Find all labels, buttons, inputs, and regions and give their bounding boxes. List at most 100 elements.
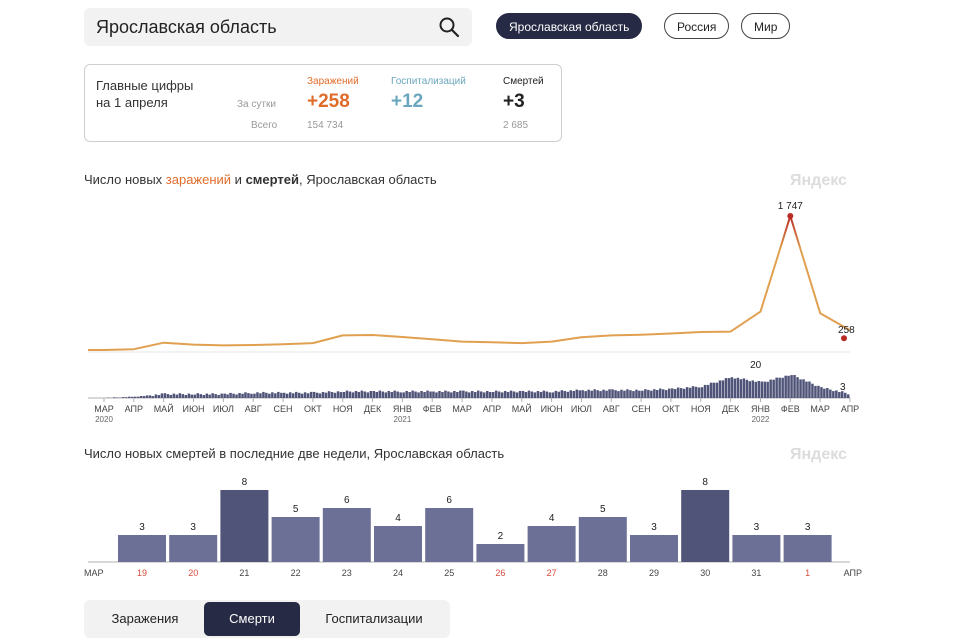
deaths-day-bar bbox=[271, 392, 274, 398]
deaths-day-bar bbox=[512, 391, 516, 398]
yandex-watermark-1: Яндекс bbox=[790, 172, 847, 189]
deaths-day-bar bbox=[250, 393, 253, 398]
deaths-day-bar bbox=[309, 391, 313, 398]
deaths-day-bar bbox=[378, 390, 381, 398]
deaths-day-bar bbox=[357, 392, 361, 398]
deaths-day-bar bbox=[480, 391, 483, 398]
deaths-day-bar bbox=[471, 391, 474, 398]
deaths-day-bar bbox=[656, 390, 659, 398]
deaths-bar-chart: 3193208215226234246252264275283298303313… bbox=[84, 477, 862, 578]
deaths-day-bar bbox=[444, 390, 447, 398]
chart1-title-pre: Число новых bbox=[84, 172, 166, 187]
month-tick-label: ОКТ bbox=[304, 404, 322, 414]
deaths-day-bar bbox=[578, 390, 581, 398]
infections-daily: +258 bbox=[307, 91, 350, 112]
deaths-day-bar bbox=[354, 391, 358, 398]
deaths-header: Смертей bbox=[503, 76, 544, 87]
deaths-day-bar bbox=[486, 391, 489, 398]
deaths-day-bar bbox=[754, 381, 757, 398]
tab-hospitalizations[interactable]: Госпитализации bbox=[325, 611, 423, 626]
month-tick-label: ИЮН bbox=[182, 404, 204, 414]
deaths-day-bar bbox=[781, 377, 784, 398]
deaths-day-bar bbox=[515, 392, 519, 398]
search-box[interactable]: Ярославская область bbox=[84, 8, 472, 46]
daily-row-label: За сутки bbox=[237, 99, 276, 110]
deaths-day-bar bbox=[369, 391, 373, 398]
region-chip-russia[interactable]: Россия bbox=[664, 13, 730, 39]
deaths-day-bar bbox=[742, 378, 746, 398]
death-bar-value: 6 bbox=[446, 495, 452, 506]
deaths-day-bar bbox=[187, 393, 191, 398]
deaths-day-bar bbox=[799, 379, 802, 398]
death-bar bbox=[169, 535, 218, 562]
deaths-day-bar bbox=[351, 392, 355, 398]
deaths-day-bar bbox=[638, 390, 641, 398]
tab-deaths[interactable]: Смерти bbox=[204, 602, 300, 636]
deaths-day-bar bbox=[700, 387, 704, 398]
deaths-day-bar bbox=[199, 394, 202, 398]
day-tick-label: 30 bbox=[700, 568, 710, 578]
search-icon[interactable] bbox=[438, 16, 460, 38]
deaths-day-bar bbox=[372, 391, 376, 398]
death-bar-value: 6 bbox=[344, 495, 350, 506]
deaths-day-bar bbox=[348, 391, 352, 398]
death-bar bbox=[732, 535, 781, 562]
deaths-day-bar bbox=[772, 379, 775, 398]
deaths-day-bar bbox=[405, 391, 408, 398]
deaths-day-bar bbox=[130, 396, 134, 398]
deaths-day-bar bbox=[193, 394, 196, 398]
deaths-day-bar bbox=[265, 392, 268, 398]
deaths-day-bar bbox=[408, 392, 411, 398]
deaths-day-bar bbox=[539, 392, 543, 398]
deaths-day-bar bbox=[172, 393, 176, 398]
deaths-day-bar bbox=[390, 392, 393, 398]
deaths-day-bar bbox=[679, 388, 683, 398]
deaths-day-bar bbox=[653, 389, 656, 398]
deaths-day-bar bbox=[420, 391, 423, 398]
deaths-day-bar bbox=[115, 397, 119, 398]
deaths-day-bar bbox=[154, 394, 158, 398]
death-bar bbox=[527, 526, 576, 562]
deaths-day-bar bbox=[462, 390, 465, 398]
region-chip-yaroslavl[interactable]: Ярославская область bbox=[496, 13, 643, 39]
deaths-day-bar bbox=[620, 389, 623, 398]
month-tick-label: АВГ bbox=[245, 404, 262, 414]
deaths-day-bar bbox=[766, 381, 769, 399]
deaths-day-bar bbox=[363, 391, 367, 398]
deaths-day-bar bbox=[745, 379, 749, 398]
month-tick-label: СЕН bbox=[274, 404, 293, 414]
death-bar bbox=[271, 517, 320, 562]
deaths-day-bar bbox=[644, 389, 647, 398]
deaths-day-bar bbox=[441, 392, 444, 398]
deaths-day-bar bbox=[751, 380, 754, 398]
deaths-day-bar bbox=[438, 391, 441, 398]
deaths-day-bar bbox=[411, 390, 414, 398]
deaths-day-bar bbox=[506, 392, 510, 398]
hospital-header: Госпитализаций bbox=[391, 76, 466, 87]
month-tick-label: АПР bbox=[483, 404, 501, 414]
month-tick-label: АПР bbox=[125, 404, 143, 414]
search-input[interactable]: Ярославская область bbox=[96, 17, 277, 37]
deaths-day-bar bbox=[659, 388, 662, 398]
death-bar-value: 4 bbox=[395, 513, 401, 524]
deaths-day-bar bbox=[151, 396, 155, 399]
deaths-day-bar bbox=[268, 393, 271, 398]
deaths-day-bar bbox=[157, 395, 161, 398]
deaths-day-bar bbox=[494, 390, 498, 398]
deaths-day-bar bbox=[417, 392, 420, 398]
deaths-day-bar bbox=[139, 396, 143, 398]
deaths-day-bar bbox=[530, 391, 534, 398]
death-bar bbox=[476, 544, 525, 562]
deaths-day-bar bbox=[256, 392, 259, 398]
deaths-day-bar bbox=[488, 392, 492, 398]
infections-peak-label: 1 747 bbox=[778, 201, 803, 212]
death-bar-value: 5 bbox=[600, 504, 606, 515]
tab-infections[interactable]: Заражения bbox=[111, 611, 179, 626]
infections-last-point bbox=[841, 335, 847, 342]
deaths-day-bar bbox=[691, 386, 695, 398]
region-chip-world[interactable]: Мир bbox=[741, 13, 791, 39]
deaths-day-bar bbox=[718, 380, 722, 398]
death-bar-value: 2 bbox=[498, 531, 504, 542]
deaths-day-bar bbox=[787, 375, 790, 398]
deaths-day-bar bbox=[238, 393, 241, 398]
